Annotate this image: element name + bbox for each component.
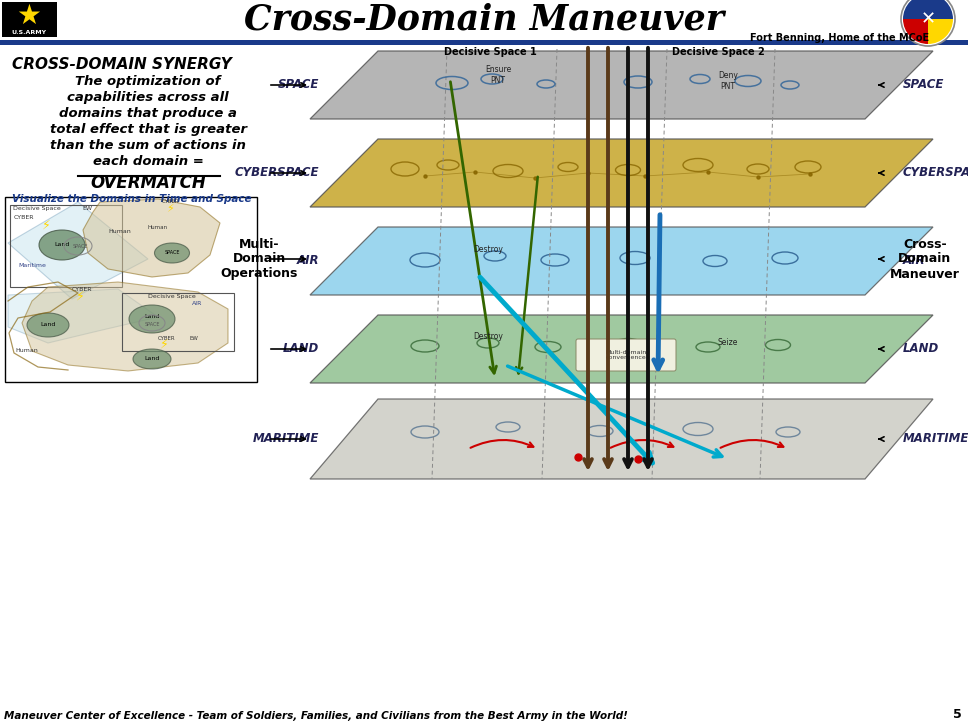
Text: ⚡: ⚡ xyxy=(160,338,168,351)
Polygon shape xyxy=(310,315,933,383)
Text: Destroy: Destroy xyxy=(473,245,503,254)
Text: ✕: ✕ xyxy=(921,10,935,28)
Text: CYBERSPACE: CYBERSPACE xyxy=(903,166,968,180)
Text: Visualize the Domains in Time and Space: Visualize the Domains in Time and Space xyxy=(12,194,252,204)
Text: Ensure
PNT: Ensure PNT xyxy=(485,65,511,85)
Text: LAND: LAND xyxy=(903,342,939,356)
Text: Fort Benning, Home of the MCoE: Fort Benning, Home of the MCoE xyxy=(750,33,929,43)
Text: OVERMATCH: OVERMATCH xyxy=(90,174,206,192)
Ellipse shape xyxy=(155,243,190,263)
Polygon shape xyxy=(310,227,933,295)
Text: Decisive Space: Decisive Space xyxy=(148,294,196,299)
Bar xyxy=(5,197,257,382)
Text: CYBER: CYBER xyxy=(72,287,93,292)
Bar xyxy=(10,205,122,287)
Text: Destroy: Destroy xyxy=(473,332,503,341)
Text: LAND: LAND xyxy=(283,342,319,356)
Text: SPACE: SPACE xyxy=(144,321,160,326)
Text: SPACE: SPACE xyxy=(165,251,180,255)
Text: MARITIME: MARITIME xyxy=(253,433,319,446)
Text: Cross-Domain Maneuver: Cross-Domain Maneuver xyxy=(244,3,724,37)
Text: Human: Human xyxy=(15,348,38,353)
Text: Land: Land xyxy=(144,313,160,318)
Text: Human: Human xyxy=(148,225,168,230)
Text: CYBER: CYBER xyxy=(162,199,180,204)
Ellipse shape xyxy=(129,305,175,333)
Ellipse shape xyxy=(27,313,69,337)
Text: SPACE: SPACE xyxy=(903,79,945,92)
Wedge shape xyxy=(903,0,953,19)
Ellipse shape xyxy=(39,230,85,260)
Text: Deny
PNT: Deny PNT xyxy=(718,71,738,91)
Text: Decisive Space 1: Decisive Space 1 xyxy=(443,47,536,57)
Text: CYBERSPACE: CYBERSPACE xyxy=(234,166,319,180)
Circle shape xyxy=(901,0,955,46)
Polygon shape xyxy=(22,282,228,371)
Text: EW: EW xyxy=(82,206,92,211)
Text: CYBER: CYBER xyxy=(158,336,175,341)
Wedge shape xyxy=(903,19,928,44)
Text: Multi-
Domain
Operations: Multi- Domain Operations xyxy=(221,238,298,281)
FancyBboxPatch shape xyxy=(576,339,676,371)
Text: Land: Land xyxy=(54,243,70,247)
Polygon shape xyxy=(310,139,933,207)
Text: Decisive Space 2: Decisive Space 2 xyxy=(672,47,765,57)
Text: Maritime: Maritime xyxy=(18,263,45,268)
Text: Maneuver Center of Excellence - Team of Soldiers, Families, and Civilians from t: Maneuver Center of Excellence - Team of … xyxy=(4,711,628,721)
Text: CYBER: CYBER xyxy=(14,215,35,220)
Text: AIR: AIR xyxy=(903,254,925,268)
Ellipse shape xyxy=(133,349,171,369)
Polygon shape xyxy=(83,199,220,277)
Text: ⚡: ⚡ xyxy=(42,219,50,232)
Text: ⚡: ⚡ xyxy=(166,204,173,214)
Text: AIR: AIR xyxy=(296,254,319,268)
Polygon shape xyxy=(310,399,933,479)
Text: CROSS-DOMAIN SYNERGY: CROSS-DOMAIN SYNERGY xyxy=(12,57,231,72)
Polygon shape xyxy=(310,51,933,119)
Text: Land: Land xyxy=(144,356,160,361)
Text: The optimization of
capabilities across all
domains that produce a
total effect : The optimization of capabilities across … xyxy=(49,75,247,168)
Wedge shape xyxy=(928,19,953,44)
Text: Land: Land xyxy=(41,323,56,327)
Polygon shape xyxy=(8,202,148,299)
Text: Cross-
Domain
Maneuver: Cross- Domain Maneuver xyxy=(890,238,960,281)
Text: Human: Human xyxy=(108,229,131,234)
Bar xyxy=(2,2,57,37)
Text: 5: 5 xyxy=(953,708,962,721)
Text: AIR: AIR xyxy=(192,301,202,306)
Bar xyxy=(0,0,968,41)
Text: Multi-domain
convergence: Multi-domain convergence xyxy=(605,350,647,361)
Text: SPACE: SPACE xyxy=(73,244,88,249)
Text: ★: ★ xyxy=(16,2,42,30)
Polygon shape xyxy=(8,289,158,343)
Text: U.S.ARMY: U.S.ARMY xyxy=(12,30,46,35)
Text: MARITIME: MARITIME xyxy=(903,433,968,446)
Bar xyxy=(0,40,968,45)
Text: Decisive Space: Decisive Space xyxy=(13,206,61,211)
Text: SPACE: SPACE xyxy=(278,79,319,92)
Text: EW: EW xyxy=(190,336,198,341)
Text: Seize: Seize xyxy=(718,338,739,347)
Text: ⚡: ⚡ xyxy=(76,290,85,303)
Bar xyxy=(122,293,234,351)
